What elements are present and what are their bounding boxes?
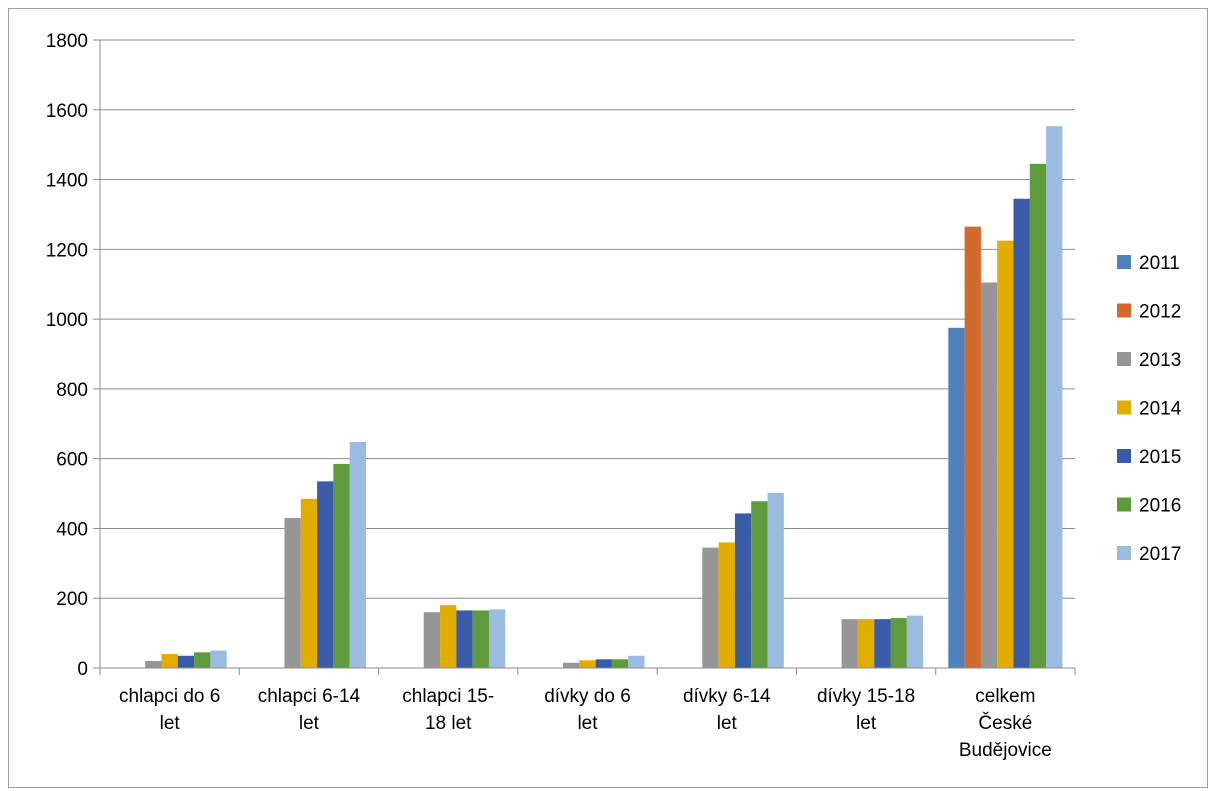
x-axis-labels: chlapci do 6 let chlapci 6-14 let chlapci 15… [119,686,1052,761]
legend-label-2011: 2011 [1139,253,1180,274]
bar-2013-5 [702,547,719,668]
legend-swatch-2014 [1117,400,1131,415]
x-category-label: dívky do 6 let [544,686,631,734]
x-category-label: dívky 6-14 let [683,686,771,734]
bar-2017-5 [767,492,784,668]
legend-label-2016: 2016 [1139,496,1181,517]
bars [145,126,1063,669]
y-tick-label: 400 [56,519,88,540]
bar-2016-4 [611,659,629,668]
legend-label-2013: 2013 [1139,350,1181,371]
y-tick-label: 1600 [46,101,88,122]
legend-label-2012: 2012 [1139,302,1181,323]
bar-2012-7 [964,226,981,668]
bar-2017-1 [210,650,227,668]
y-tick-label: 1200 [46,240,88,261]
bar-2013-3 [423,612,441,668]
bar-2013-6 [841,619,858,668]
bar-2014-1 [161,654,178,668]
bar-2016-5 [751,501,768,668]
bar-2016-2 [333,463,350,668]
y-tick-label: 1800 [46,31,88,52]
bar-2015-1 [177,655,195,668]
x-category-label: celkem České Budějovice [959,686,1052,761]
gridlines [100,39,1075,599]
bar-2014-4 [579,660,596,668]
bar-2016-1 [194,652,211,668]
bar-2014-6 [857,619,875,668]
bar-2017-7 [1046,126,1063,669]
bar-2015-2 [317,481,334,668]
bar-2017-3 [488,609,506,668]
bar-2015-4 [595,659,612,668]
x-category-label: chlapci 15-18 let [402,686,494,734]
x-category-label: dívky 15-18 let [817,686,915,734]
bar-2013-7 [980,282,998,668]
legend-swatch-2016 [1117,497,1131,512]
y-axis-ticks: 0 200 400 600 800 1000 1200 1400 1600 1800 [46,31,100,680]
axes [99,40,1076,675]
x-category-label: chlapci do 6 let [119,686,220,734]
bar-2017-4 [628,655,645,668]
bar-2014-5 [718,542,735,668]
legend-swatch-2013 [1117,352,1131,366]
bar-2017-2 [349,441,366,668]
bar-2015-6 [874,619,891,668]
y-tick-label: 1400 [46,171,88,192]
bar-2011-7 [948,327,965,668]
bar-2014-3 [440,605,457,668]
legend-swatch-2017 [1117,546,1131,560]
y-tick-label: 0 [77,659,88,680]
bar-2014-7 [997,240,1014,668]
bar-2015-3 [456,610,473,668]
bar-2016-6 [890,618,907,668]
bar-2015-7 [1013,198,1030,668]
legend-swatch-2011 [1117,255,1131,269]
bar-2016-3 [472,610,489,668]
bar-2015-5 [734,513,752,668]
bar-2016-7 [1029,163,1047,668]
legend-label-2015: 2015 [1139,447,1181,468]
bar-2014-2 [300,498,318,668]
bar-2013-2 [284,517,301,668]
bar-2013-4 [563,662,580,668]
legend-label-2014: 2014 [1139,399,1182,420]
legend-swatch-2012 [1117,303,1131,318]
bar-2017-6 [906,615,924,668]
x-category-label: chlapci 6-14 let [258,686,361,734]
y-tick-label: 800 [56,380,88,401]
y-tick-label: 1000 [46,310,88,331]
y-tick-label: 600 [56,450,88,471]
legend: 2011 2012 2013 2014 2015 2016 2017 [1117,253,1182,565]
bar-2013-1 [145,661,162,668]
legend-label-2017: 2017 [1139,544,1181,565]
y-tick-label: 200 [56,589,88,610]
legend-swatch-2015 [1117,449,1131,463]
